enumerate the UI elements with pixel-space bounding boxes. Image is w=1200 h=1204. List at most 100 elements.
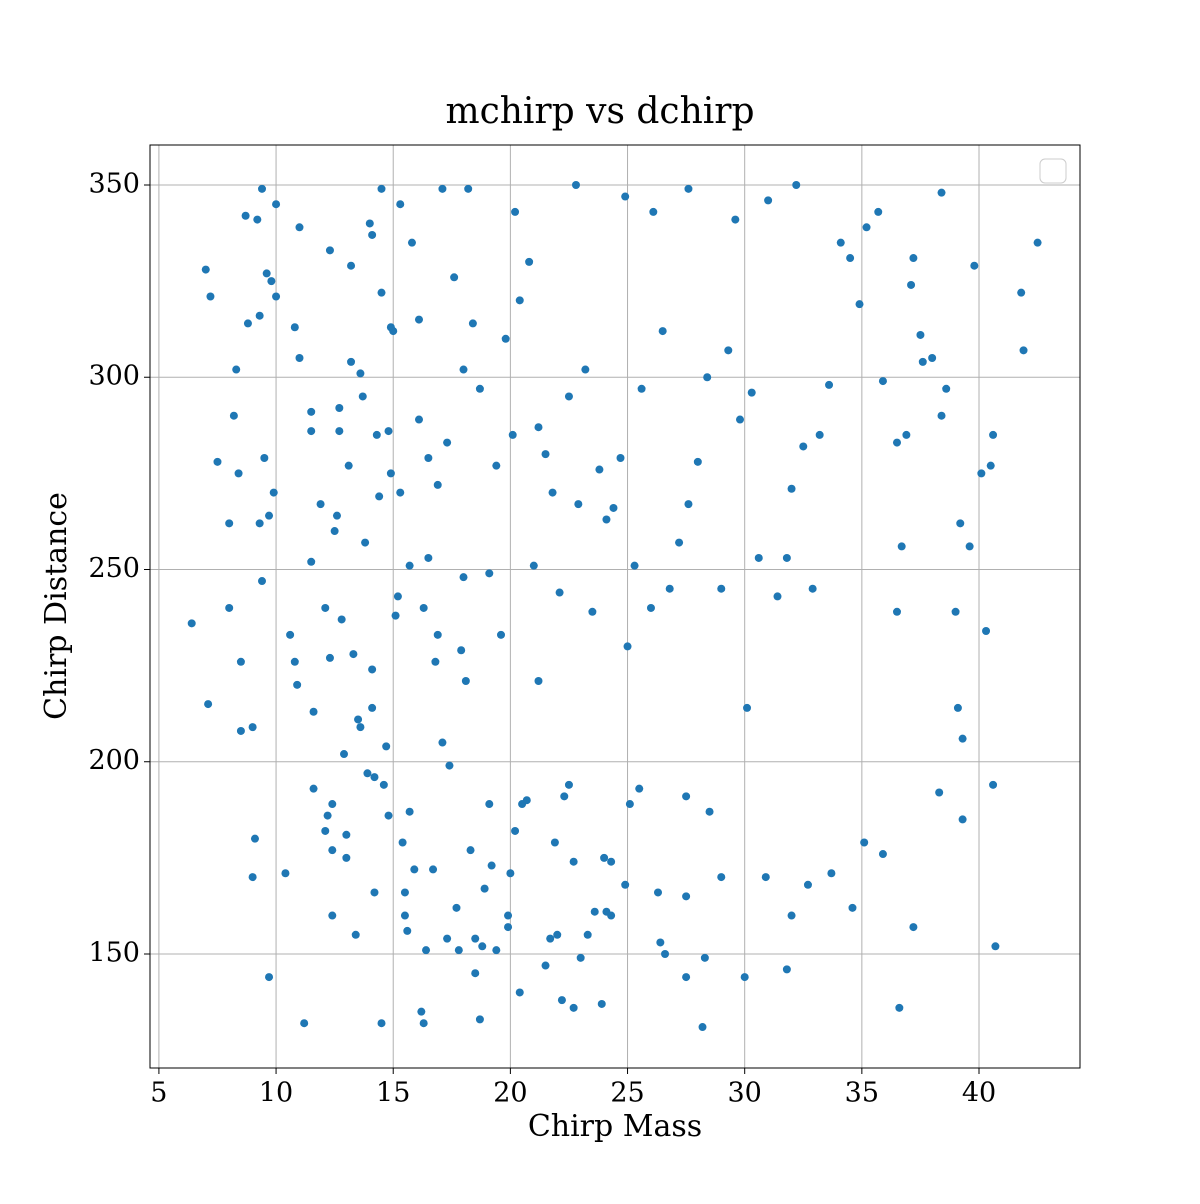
point bbox=[862, 223, 871, 232]
point bbox=[405, 807, 414, 816]
point bbox=[255, 519, 264, 528]
point bbox=[564, 392, 573, 401]
point bbox=[429, 865, 438, 874]
point bbox=[309, 707, 318, 716]
point bbox=[860, 838, 869, 847]
point bbox=[332, 511, 341, 520]
point bbox=[398, 838, 407, 847]
point bbox=[356, 723, 365, 732]
x-axis-label: Chirp Mass bbox=[528, 1109, 702, 1144]
point bbox=[368, 230, 377, 239]
point bbox=[977, 469, 986, 478]
y-tick-label: 250 bbox=[88, 553, 140, 584]
point bbox=[569, 1003, 578, 1012]
point bbox=[958, 815, 967, 824]
point bbox=[522, 796, 531, 805]
point bbox=[630, 561, 639, 570]
point bbox=[236, 657, 245, 666]
point bbox=[942, 384, 951, 393]
point bbox=[206, 292, 215, 301]
point bbox=[307, 427, 316, 436]
point bbox=[895, 1003, 904, 1012]
point bbox=[937, 411, 946, 420]
point bbox=[347, 261, 356, 270]
point bbox=[330, 527, 339, 536]
point bbox=[370, 888, 379, 897]
point bbox=[424, 453, 433, 462]
point bbox=[204, 700, 213, 709]
point bbox=[354, 715, 363, 724]
point bbox=[253, 215, 262, 224]
point bbox=[595, 465, 604, 474]
point bbox=[443, 934, 452, 943]
point bbox=[258, 184, 267, 193]
point bbox=[375, 492, 384, 501]
point bbox=[457, 646, 466, 655]
point bbox=[724, 346, 733, 355]
point bbox=[260, 453, 269, 462]
point bbox=[506, 869, 515, 878]
point bbox=[468, 319, 477, 328]
point bbox=[825, 380, 834, 389]
point bbox=[452, 903, 461, 912]
point bbox=[653, 888, 662, 897]
point bbox=[989, 780, 998, 789]
y-tick-label: 350 bbox=[88, 168, 140, 199]
point bbox=[907, 280, 916, 289]
point bbox=[782, 553, 791, 562]
point bbox=[581, 365, 590, 374]
point bbox=[623, 642, 632, 651]
point bbox=[255, 311, 264, 320]
point bbox=[487, 861, 496, 870]
point bbox=[937, 188, 946, 197]
point bbox=[340, 750, 349, 759]
point bbox=[684, 184, 693, 193]
point bbox=[262, 269, 271, 278]
point bbox=[419, 1019, 428, 1028]
plot-frame bbox=[149, 144, 1081, 1069]
point bbox=[272, 200, 281, 209]
point bbox=[951, 607, 960, 616]
point bbox=[309, 784, 318, 793]
point bbox=[609, 503, 618, 512]
point bbox=[321, 603, 330, 612]
point bbox=[414, 415, 423, 424]
point bbox=[347, 357, 356, 366]
point bbox=[1017, 288, 1026, 297]
point bbox=[546, 934, 555, 943]
point bbox=[290, 323, 299, 332]
point bbox=[600, 853, 609, 862]
point bbox=[902, 430, 911, 439]
point bbox=[743, 703, 752, 712]
point bbox=[325, 653, 334, 662]
point bbox=[325, 246, 334, 255]
point bbox=[717, 584, 726, 593]
point bbox=[438, 738, 447, 747]
point bbox=[492, 461, 501, 470]
point bbox=[1019, 346, 1028, 355]
point bbox=[541, 961, 550, 970]
point bbox=[450, 273, 459, 282]
point bbox=[281, 869, 290, 878]
point bbox=[649, 207, 658, 216]
point bbox=[548, 488, 557, 497]
point bbox=[459, 365, 468, 374]
point bbox=[379, 780, 388, 789]
point bbox=[377, 288, 386, 297]
point bbox=[433, 630, 442, 639]
point bbox=[431, 657, 440, 666]
point bbox=[956, 519, 965, 528]
point bbox=[307, 557, 316, 566]
point bbox=[953, 703, 962, 712]
point bbox=[342, 830, 351, 839]
point bbox=[265, 511, 274, 520]
point bbox=[970, 261, 979, 270]
point bbox=[248, 723, 257, 732]
point bbox=[571, 180, 580, 189]
point bbox=[836, 238, 845, 247]
point bbox=[386, 469, 395, 478]
point bbox=[265, 973, 274, 982]
point bbox=[370, 773, 379, 782]
point bbox=[590, 907, 599, 916]
y-axis-label: Chirp Distance bbox=[39, 492, 74, 720]
